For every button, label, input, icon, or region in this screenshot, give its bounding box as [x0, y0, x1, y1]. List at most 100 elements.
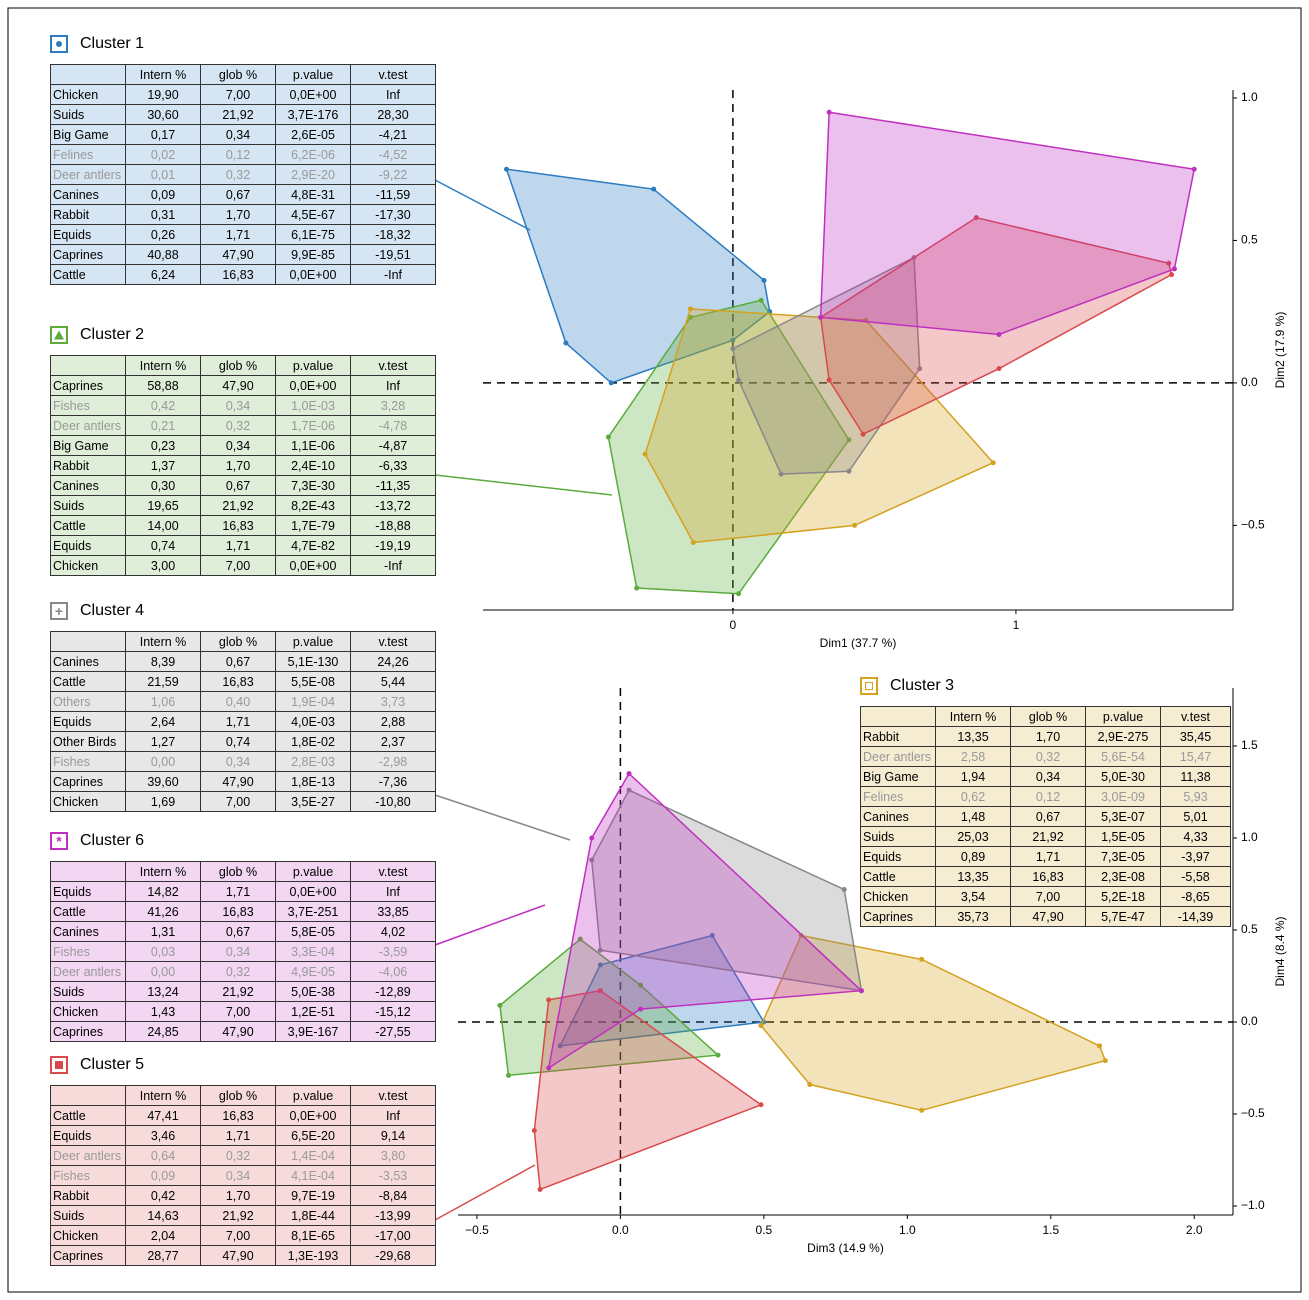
table-row: Caprines 40,88 47,90 9,9E-85 -19,51 — [50, 244, 436, 265]
y-tick-label: −1.0 — [1241, 1198, 1265, 1212]
connectors — [434, 179, 613, 1221]
cell: 28,30 — [350, 104, 436, 125]
cell: 0,23 — [125, 435, 201, 456]
cluster-title: + Cluster 4 — [50, 602, 144, 620]
cell: 5,0E-30 — [1085, 766, 1161, 787]
cell: 14,82 — [125, 881, 201, 902]
cell: 47,90 — [200, 1245, 276, 1266]
cell: 1,71 — [200, 711, 276, 732]
cell: 0,0E+00 — [275, 1105, 351, 1126]
cell: 4,9E-05 — [275, 961, 351, 982]
cluster-name: Cluster 3 — [890, 677, 955, 694]
table-row: Chicken 3,54 7,00 5,2E-18 -8,65 — [860, 886, 1231, 907]
cell: 5,6E-54 — [1085, 746, 1161, 767]
table-row: Canines 8,39 0,67 5,1E-130 24,26 — [50, 651, 436, 672]
row-name: Caprines — [50, 771, 126, 792]
cell: 1,71 — [200, 224, 276, 245]
row-name: Canines — [50, 651, 126, 672]
point — [852, 522, 858, 528]
cell: -13,72 — [350, 495, 436, 516]
cell: 33,85 — [350, 901, 436, 922]
cell: 5,3E-07 — [1085, 806, 1161, 827]
cell: 4,7E-82 — [275, 535, 351, 556]
cell: 2,37 — [350, 731, 436, 752]
row-name: Felines — [860, 786, 936, 807]
cell: -12,89 — [350, 981, 436, 1002]
cell: -4,78 — [350, 415, 436, 436]
cluster-name: Cluster 5 — [80, 1056, 145, 1073]
row-name: Canines — [50, 184, 126, 205]
header-cell: Intern % — [125, 1085, 201, 1106]
y-tick-label: −0.5 — [1241, 518, 1265, 532]
header-cell: glob % — [1010, 706, 1086, 727]
table-row: Suids 30,60 21,92 3,7E-176 28,30 — [50, 104, 436, 125]
legend-icon: * — [50, 832, 68, 850]
cell: -19,19 — [350, 535, 436, 556]
cell: 1,8E-44 — [275, 1205, 351, 1226]
table-row: Caprines 28,77 47,90 1,3E-193 -29,68 — [50, 1245, 436, 1266]
cell: 47,90 — [200, 244, 276, 265]
cell: 25,03 — [935, 826, 1011, 847]
cell: 3,46 — [125, 1125, 201, 1146]
cell: 1,71 — [1010, 846, 1086, 867]
cell: 3,9E-167 — [275, 1021, 351, 1042]
cell: 14,00 — [125, 515, 201, 536]
point — [626, 771, 632, 777]
point — [758, 1102, 764, 1108]
cell: Inf — [350, 84, 436, 105]
connector — [434, 1164, 536, 1221]
point — [651, 186, 657, 192]
cell: 1,43 — [125, 1001, 201, 1022]
legend-marker: * — [56, 833, 62, 849]
point — [1166, 260, 1172, 266]
table-row: Caprines 39,60 47,90 1,8E-13 -7,36 — [50, 771, 436, 792]
cell: 16,83 — [200, 515, 276, 536]
cell: 2,3E-08 — [1085, 866, 1161, 887]
cluster-table: Intern % glob % p.value v.test Caprines 58,88… — [50, 355, 436, 576]
cell: 2,8E-03 — [275, 751, 351, 772]
cell: -Inf — [350, 555, 436, 576]
table-row: Equids 0,89 1,71 7,3E-05 -3,97 — [860, 846, 1231, 867]
y-tick-label: 0.0 — [1241, 375, 1258, 389]
cell: 24,85 — [125, 1021, 201, 1042]
cell: 0,03 — [125, 941, 201, 962]
header-cell: glob % — [200, 631, 276, 652]
header-cell: v.test — [350, 631, 436, 652]
x-tick-label: 1.0 — [899, 1223, 916, 1237]
cell: 4,0E-03 — [275, 711, 351, 732]
cell: 1,37 — [125, 455, 201, 476]
point — [589, 835, 595, 841]
y-tick-label: 0.0 — [1241, 1014, 1258, 1028]
cell: 13,35 — [935, 726, 1011, 747]
point — [826, 109, 832, 115]
row-name: Caprines — [860, 906, 936, 927]
point — [778, 471, 784, 477]
cluster-name: Cluster 1 — [80, 35, 145, 52]
header-row: Intern % glob % p.value v.test — [50, 861, 436, 882]
point — [846, 437, 852, 443]
cell: 3,28 — [350, 395, 436, 416]
point — [690, 539, 696, 545]
point — [642, 451, 648, 457]
cell: 0,17 — [125, 124, 201, 145]
header-cell: glob % — [200, 861, 276, 882]
point — [841, 886, 847, 892]
cell: 5,1E-130 — [275, 651, 351, 672]
cell: 8,2E-43 — [275, 495, 351, 516]
row-name: Felines — [50, 144, 126, 165]
y-tick-label: 1.5 — [1241, 738, 1258, 752]
cluster-title: * Cluster 6 — [50, 832, 144, 850]
row-name: Equids — [50, 224, 126, 245]
point — [687, 314, 693, 320]
header-cell: glob % — [200, 355, 276, 376]
y-tick-label: 0.5 — [1241, 922, 1258, 936]
cell: 3,00 — [125, 555, 201, 576]
cluster-table: Intern % glob % p.value v.test Chicken 19,90 7… — [50, 64, 436, 285]
cell: 7,00 — [200, 555, 276, 576]
cell: 40,88 — [125, 244, 201, 265]
point — [546, 997, 552, 1003]
point — [537, 1186, 543, 1192]
row-name: Deer antlers — [50, 164, 126, 185]
cell: 0,01 — [125, 164, 201, 185]
cell: 1,31 — [125, 921, 201, 942]
